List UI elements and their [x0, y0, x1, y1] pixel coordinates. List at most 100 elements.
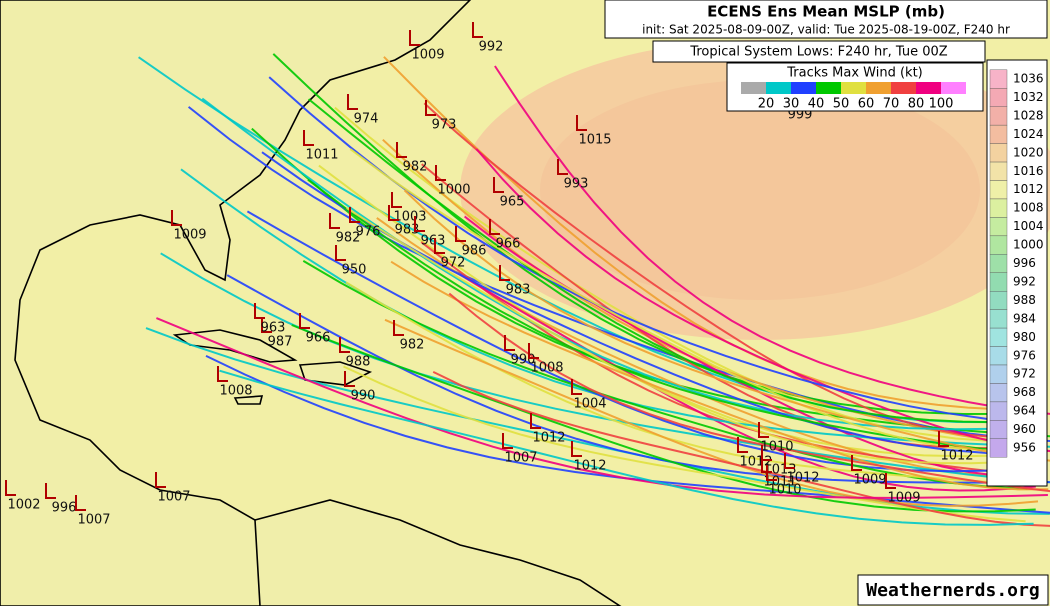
low-label: 950: [342, 263, 367, 278]
colorbar-label: 976: [1013, 348, 1036, 362]
colorbar-cell: [990, 383, 1007, 401]
low-label: 966: [306, 331, 331, 346]
colorbar-cell: [990, 420, 1007, 438]
colorbar-label: 1032: [1013, 90, 1044, 104]
wind-swatch: [916, 82, 941, 94]
colorbar-label: 960: [1013, 422, 1036, 436]
colorbar-cell: [990, 236, 1007, 254]
colorbar-cell: [990, 199, 1007, 217]
low-label: 1007: [157, 490, 190, 505]
wind-swatch: [941, 82, 966, 94]
low-label: 983: [506, 283, 531, 298]
wind-swatch: [766, 82, 791, 94]
colorbar-label: 1000: [1013, 238, 1044, 252]
low-label: 1012: [532, 431, 565, 446]
low-label: 1011: [305, 148, 338, 163]
low-label: 966: [496, 237, 521, 252]
low-label: 1009: [853, 473, 886, 488]
colorbar-cell: [990, 254, 1007, 272]
colorbar-label: 1036: [1013, 72, 1044, 86]
colorbar-label: 972: [1013, 367, 1036, 381]
low-label: 993: [564, 177, 589, 192]
wind-tick-label: 40: [808, 97, 825, 112]
colorbar-label: 1012: [1013, 182, 1044, 196]
wind-swatch: [841, 82, 866, 94]
low-label: 974: [354, 112, 379, 127]
colorbar-label: 956: [1013, 441, 1036, 455]
colorbar-cell: [990, 439, 1007, 457]
low-label: 1009: [411, 48, 444, 63]
subtitle: init: Sat 2025-08-09-00Z, valid: Tue 202…: [642, 23, 1010, 37]
colorbar-label: 964: [1013, 404, 1036, 418]
low-label: 1008: [530, 361, 563, 376]
wind-swatch: [816, 82, 841, 94]
colorbar-cell: [990, 347, 1007, 365]
low-label: 1004: [573, 397, 606, 412]
wind-tick-label: 70: [883, 97, 900, 112]
colorbar-cell: [990, 162, 1007, 180]
low-label: 963: [421, 234, 446, 249]
colorbar-label: 1020: [1013, 145, 1044, 159]
title: ECENS Ens Mean MSLP (mb): [707, 3, 945, 21]
colorbar-label: 1004: [1013, 219, 1044, 233]
low-label: 1000: [437, 183, 470, 198]
colorbar-label: 1016: [1013, 164, 1044, 178]
low-label: 976: [356, 225, 381, 240]
low-label: 1015: [578, 133, 611, 148]
low-label: 973: [432, 118, 457, 133]
low-label: 963: [261, 321, 286, 336]
low-label: 965: [500, 195, 525, 210]
low-label: 988: [346, 355, 371, 370]
low-label: 982: [400, 338, 425, 353]
colorbar-label: 996: [1013, 256, 1036, 270]
colorbar-cell: [990, 365, 1007, 383]
high-pressure-core: [540, 80, 980, 300]
wind-tick-label: 50: [833, 97, 850, 112]
wind-swatch: [866, 82, 891, 94]
wind-tick-label: 20: [758, 97, 775, 112]
colorbar-cell: [990, 402, 1007, 420]
colorbar-label: 980: [1013, 330, 1036, 344]
low-label: 996: [52, 501, 77, 516]
colorbar-cell: [990, 88, 1007, 106]
colorbar-label: 1008: [1013, 201, 1044, 215]
low-label: 1007: [504, 451, 537, 466]
low-label: 990: [351, 389, 376, 404]
wind-tick-label: 30: [783, 97, 800, 112]
colorbar-cell: [990, 144, 1007, 162]
watermark: Weathernerds.org: [866, 580, 1039, 601]
low-label: 1010: [760, 440, 793, 455]
low-label: 1012: [573, 459, 606, 474]
low-label: 1010: [768, 483, 801, 498]
low-label: 987: [268, 335, 293, 350]
colorbar-cell: [990, 107, 1007, 125]
colorbar-label: 984: [1013, 311, 1036, 325]
low-label: 992: [479, 40, 504, 55]
wind-tick-label: 60: [858, 97, 875, 112]
colorbar: 1036103210281024102010161012100810041000…: [990, 70, 1044, 457]
colorbar-label: 1024: [1013, 127, 1044, 141]
colorbar-cell: [990, 328, 1007, 346]
colorbar-cell: [990, 70, 1007, 88]
low-label: 1009: [173, 228, 206, 243]
colorbar-cell: [990, 125, 1007, 143]
colorbar-cell: [990, 217, 1007, 235]
wind-legend-title: Tracks Max Wind (kt): [786, 66, 923, 81]
colorbar-cell: [990, 291, 1007, 309]
wind-swatch: [891, 82, 916, 94]
colorbar-label: 988: [1013, 293, 1036, 307]
colorbar-cell: [990, 273, 1007, 291]
low-label: 1002: [7, 498, 40, 513]
legend-title: Tropical System Lows: F240 hr, Tue 00Z: [689, 45, 947, 60]
colorbar-label: 992: [1013, 274, 1036, 288]
low-label: 1012: [940, 449, 973, 464]
low-label: 1007: [77, 513, 110, 528]
wind-tick-label: 80: [908, 97, 925, 112]
colorbar-cell: [990, 181, 1007, 199]
wind-swatch: [741, 82, 766, 94]
low-label: 972: [441, 256, 466, 271]
wind-swatch: [791, 82, 816, 94]
colorbar-label: 968: [1013, 385, 1036, 399]
low-label: 1008: [219, 384, 252, 399]
